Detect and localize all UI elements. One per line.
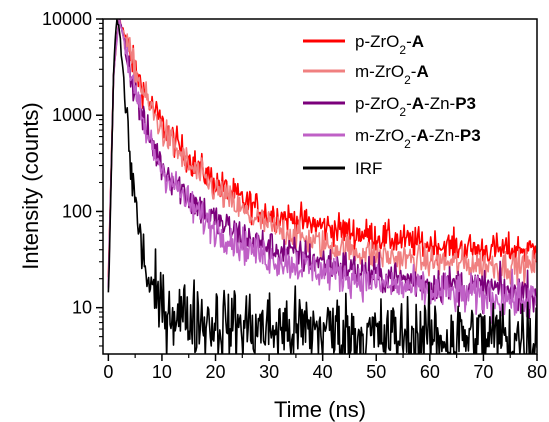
x-tick-label: 20 — [206, 362, 226, 382]
legend-item: m-ZrO2-A — [303, 62, 429, 87]
series-layer — [107, 19, 537, 354]
axes-layer: 0 10 20 30 40 50 60 70 80 10 100 1000 10000 — [42, 9, 547, 382]
x-tick-label: 60 — [420, 362, 440, 382]
y-axis-title: Intensity (counts) — [18, 102, 43, 270]
series-line-4 — [107, 19, 537, 354]
y-tick-label: 10000 — [42, 9, 92, 29]
legend-item: p-ZrO2-A-Zn-P3 — [303, 94, 476, 119]
legend-item: p-ZrO2-A — [303, 32, 424, 57]
series-line-3 — [107, 19, 537, 324]
x-tick-label: 30 — [259, 362, 279, 382]
legend-label: IRF — [355, 159, 382, 178]
y-tick-label: 10 — [72, 298, 92, 318]
x-axis-title: Time (ns) — [274, 397, 366, 422]
legend-item: IRF — [303, 159, 382, 178]
x-tick-label: 10 — [152, 362, 172, 382]
y-tick-label: 100 — [62, 201, 92, 221]
series-line-0 — [107, 20, 537, 278]
series-line-1 — [107, 19, 537, 286]
legend-label: m-ZrO2-A — [355, 62, 429, 87]
legend-label: p-ZrO2-A — [355, 32, 424, 57]
legend-item: m-ZrO2-A-Zn-P3 — [303, 126, 481, 151]
y-tick-label: 1000 — [52, 105, 92, 125]
legend: p-ZrO2-A m-ZrO2-A p-ZrO2-A-Zn-P3 m-ZrO2-A-Z… — [303, 32, 481, 178]
legend-label: p-ZrO2-A-Zn-P3 — [355, 94, 476, 119]
x-tick-label: 50 — [366, 362, 386, 382]
x-tick-label: 80 — [527, 362, 547, 382]
x-tick-label: 40 — [313, 362, 333, 382]
legend-label: m-ZrO2-A-Zn-P3 — [355, 126, 481, 151]
x-tick-label: 0 — [103, 362, 113, 382]
plot-frame — [102, 18, 538, 355]
x-tick-label: 70 — [473, 362, 493, 382]
